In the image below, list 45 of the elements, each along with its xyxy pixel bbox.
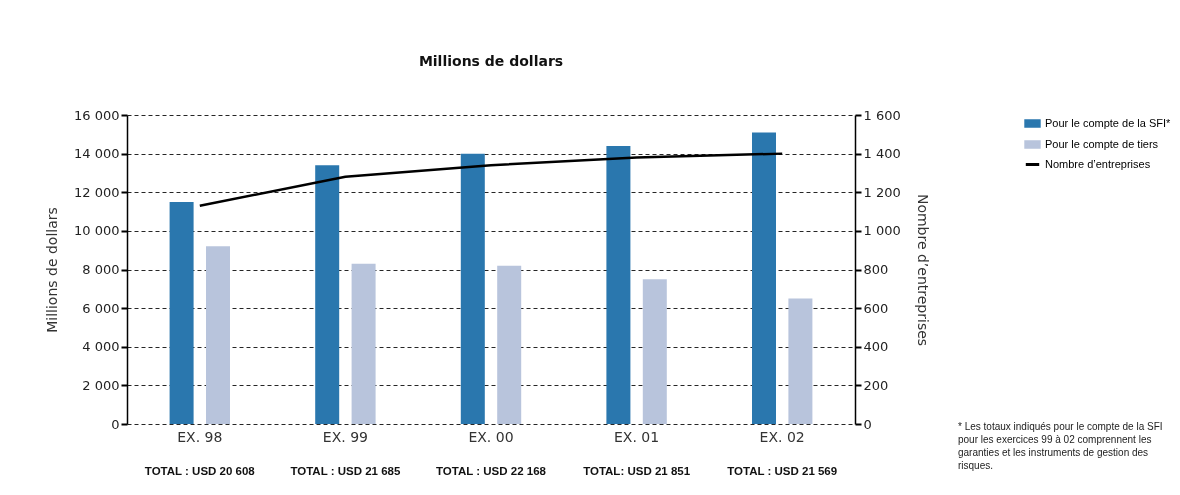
y2-tick-label: 1 600 bbox=[863, 107, 901, 123]
y2-tick-label: 600 bbox=[863, 300, 889, 316]
bar bbox=[788, 298, 813, 424]
text: TOTAL : USD 20 608 bbox=[144, 465, 256, 477]
bar bbox=[315, 165, 340, 424]
x-tick-label: EX. 00 bbox=[468, 428, 514, 445]
text: TOTAL : USD 21 569 bbox=[727, 465, 838, 477]
bar bbox=[642, 279, 667, 424]
y-tick-label: 12 000 bbox=[74, 184, 120, 200]
y2-axis-title: Nombre d’entreprises bbox=[914, 193, 931, 347]
bar bbox=[351, 263, 376, 424]
legend-label: Pour le compte de la SFI* bbox=[1045, 116, 1172, 129]
y2-tick-label: 400 bbox=[863, 339, 889, 355]
y-tick-label: 0 bbox=[111, 416, 120, 432]
bar bbox=[606, 145, 631, 424]
text: TOTAL : USD 22 168 bbox=[436, 465, 547, 477]
x-tick-label: EX. 02 bbox=[759, 428, 805, 445]
y-tick-label: 2 000 bbox=[82, 377, 120, 393]
y2-tick-label: 0 bbox=[863, 416, 872, 432]
y-tick-label: 16 000 bbox=[74, 107, 120, 123]
y-tick-label: 4 000 bbox=[82, 339, 120, 355]
x-tick-label: EX. 99 bbox=[322, 428, 368, 445]
bar bbox=[169, 201, 194, 424]
y-axis-title: Millions de dollars bbox=[44, 207, 61, 333]
bar bbox=[460, 153, 485, 424]
x-tick-label: EX. 98 bbox=[177, 428, 223, 445]
text: * Les totaux indiqués pour le compte de la SFI pour les exercices 99 à 02 comprennent les garanties et les instruments de gestion des risques. bbox=[958, 420, 1164, 472]
text: TOTAL : USD 21 685 bbox=[290, 465, 401, 477]
bar bbox=[206, 246, 230, 424]
bar bbox=[752, 132, 776, 424]
y-tick-label: 8 000 bbox=[82, 262, 120, 277]
y-tick-label: 14 000 bbox=[74, 146, 120, 162]
y2-tick-label: 1 400 bbox=[863, 146, 901, 162]
legend-label: Pour le compte de tiers bbox=[1045, 137, 1159, 150]
chart-title: Millions de dollars bbox=[418, 53, 564, 69]
y2-tick-label: 1 000 bbox=[863, 223, 901, 239]
y2-tick-label: 800 bbox=[863, 262, 889, 277]
y2-tick-label: 200 bbox=[863, 377, 889, 393]
y-tick-label: 10 000 bbox=[74, 223, 120, 239]
y-tick-label: 6 000 bbox=[82, 300, 120, 316]
y2-tick-label: 1 200 bbox=[863, 184, 901, 200]
x-tick-label: EX. 01 bbox=[614, 428, 660, 445]
bar bbox=[497, 265, 522, 424]
legend-label: Nombre d’entreprises bbox=[1045, 157, 1151, 170]
text: TOTAL: USD 21 851 bbox=[583, 465, 691, 477]
